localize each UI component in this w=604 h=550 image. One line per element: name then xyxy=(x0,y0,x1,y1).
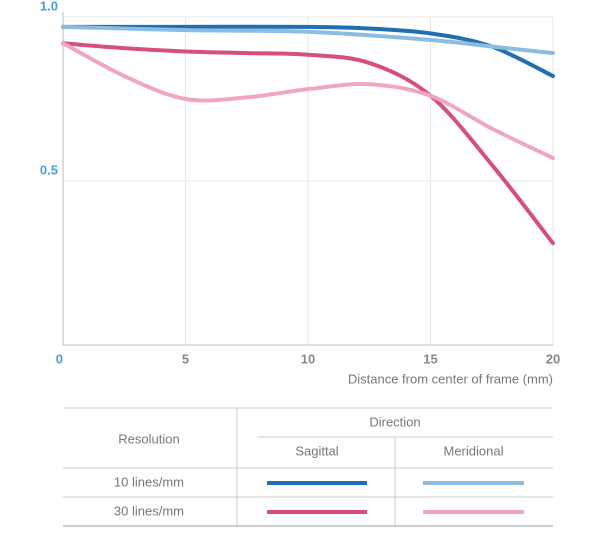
x-tick-label: 20 xyxy=(546,351,560,366)
x-tick-label: 15 xyxy=(423,351,437,366)
x-tick-label: 5 xyxy=(182,351,189,366)
x-tick-label: 0 xyxy=(56,351,63,366)
x-tick-label: 10 xyxy=(301,351,315,366)
table-header: Resolution xyxy=(118,431,179,446)
row-header: 30 lines/mm xyxy=(114,503,184,518)
line-series xyxy=(61,41,555,161)
table-header: Direction xyxy=(369,414,420,429)
line-series xyxy=(61,24,555,56)
y-tick-label: 1.0 xyxy=(40,0,58,13)
x-axis-label: Distance from center of frame (mm) xyxy=(348,371,553,386)
column-header: Meridional xyxy=(444,443,504,458)
column-header: Sagittal xyxy=(295,443,338,458)
line-series xyxy=(61,41,555,246)
row-header: 10 lines/mm xyxy=(114,474,184,489)
y-tick-label: 0.5 xyxy=(40,162,58,177)
